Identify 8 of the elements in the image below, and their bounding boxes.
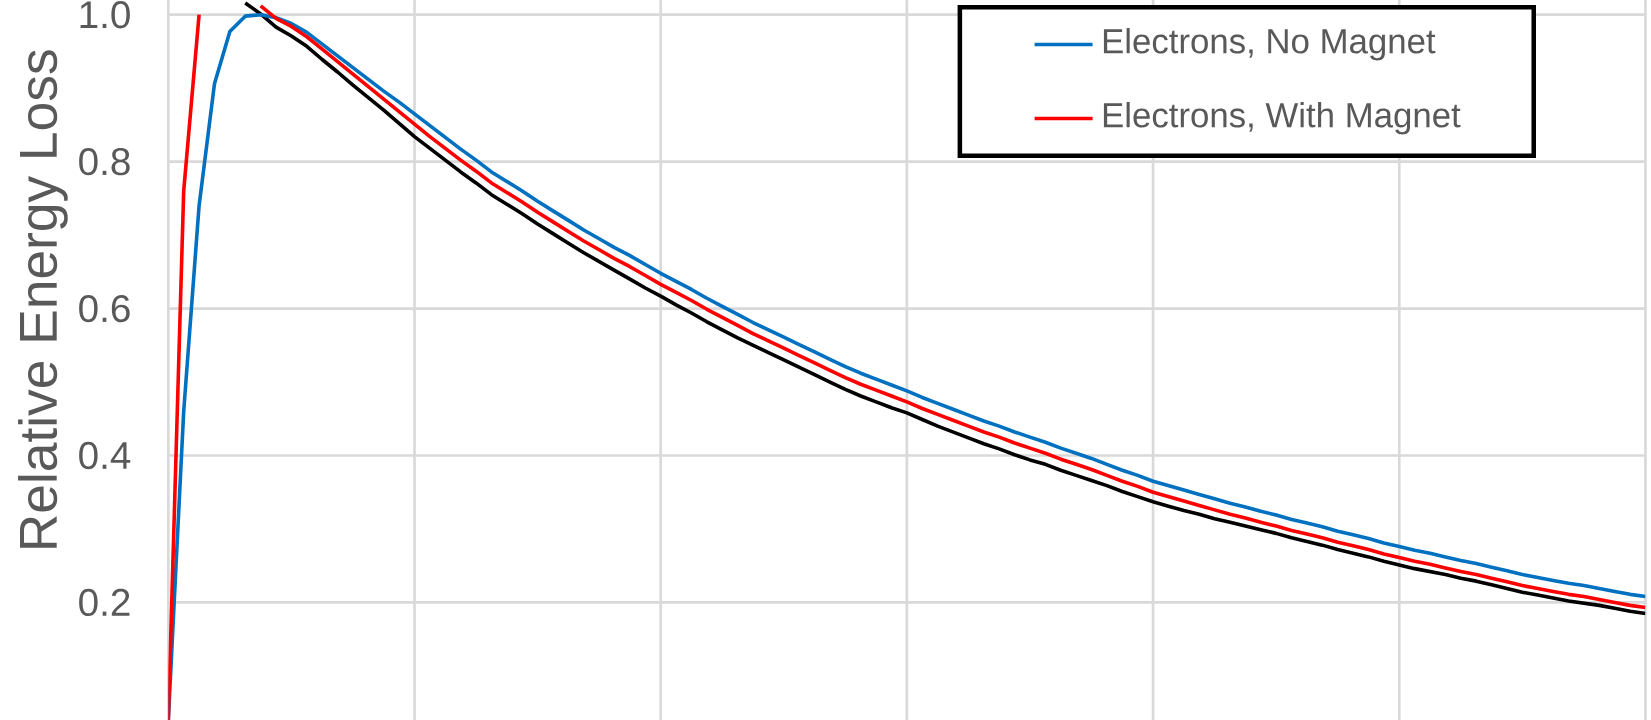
legend-label: Electrons, With Magnet bbox=[1103, 102, 1461, 135]
y-tick-label: 0.6 bbox=[79, 294, 130, 323]
y-tick-label: 0.2 bbox=[79, 588, 130, 617]
y-tick-label: 1.0 bbox=[80, 1, 130, 29]
legend-label: Electrons, No Magnet bbox=[1103, 28, 1436, 61]
y-axis-title: Relative Energy Loss bbox=[18, 50, 68, 548]
y-tick-label: 0.4 bbox=[79, 441, 131, 470]
y-tick-label: 0.8 bbox=[79, 147, 130, 176]
